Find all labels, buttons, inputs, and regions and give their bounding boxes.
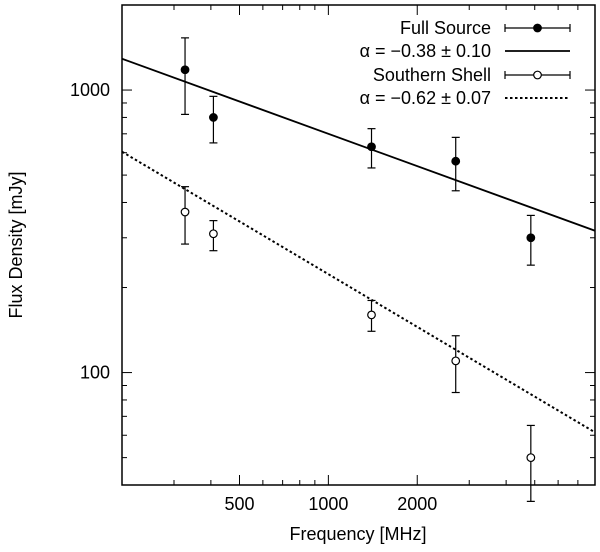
legend-label: Full Source: [400, 18, 491, 38]
full-source-point: [451, 136, 461, 192]
marker: [180, 207, 190, 217]
legend-marker: [533, 70, 542, 80]
y-tick-label: 1000: [70, 80, 110, 100]
full-source-point: [367, 128, 376, 169]
fit-line-full-source: [122, 57, 595, 232]
plot-frame: [121, 4, 596, 486]
full-source-point: [180, 37, 190, 115]
y-tick-label: 100: [80, 363, 110, 383]
axes-box: [121, 4, 596, 486]
marker: [180, 65, 190, 75]
marker: [526, 453, 536, 463]
full-source-point: [209, 95, 218, 144]
legend-label: α = −0.62 ± 0.07: [360, 88, 491, 108]
southern-shell-point: [180, 186, 190, 245]
marker: [451, 156, 461, 166]
axis-ticks: [122, 5, 595, 485]
marker: [209, 229, 218, 239]
data-points: [180, 37, 536, 502]
x-axis-label: Frequency [MHz]: [289, 524, 426, 544]
legend-label: Southern Shell: [373, 65, 491, 85]
legend-marker: [533, 23, 542, 33]
southern-shell-point: [526, 424, 536, 502]
marker: [367, 142, 376, 152]
x-tick-label: 500: [224, 494, 254, 514]
fit-line-southern-shell: [122, 150, 595, 434]
marker: [367, 310, 376, 320]
marker: [451, 356, 461, 366]
southern-shell-point: [367, 299, 376, 332]
southern-shell-point: [209, 220, 218, 252]
marker: [209, 113, 218, 122]
x-tick-label: 2000: [397, 494, 437, 514]
legend: Full Source α = −0.38 ± 0.10 Southern Shel…: [360, 18, 571, 108]
southern-shell-point: [451, 335, 461, 394]
fit-lines: [122, 57, 595, 434]
y-axis-label: Flux Density [mJy]: [6, 171, 26, 318]
axis-tick-labels: 500 1000 2000 100 1000: [70, 80, 437, 514]
full-source-point: [526, 214, 536, 266]
x-tick-label: 1000: [308, 494, 348, 514]
marker: [526, 233, 536, 243]
legend-label: α = −0.38 ± 0.10: [360, 41, 491, 61]
